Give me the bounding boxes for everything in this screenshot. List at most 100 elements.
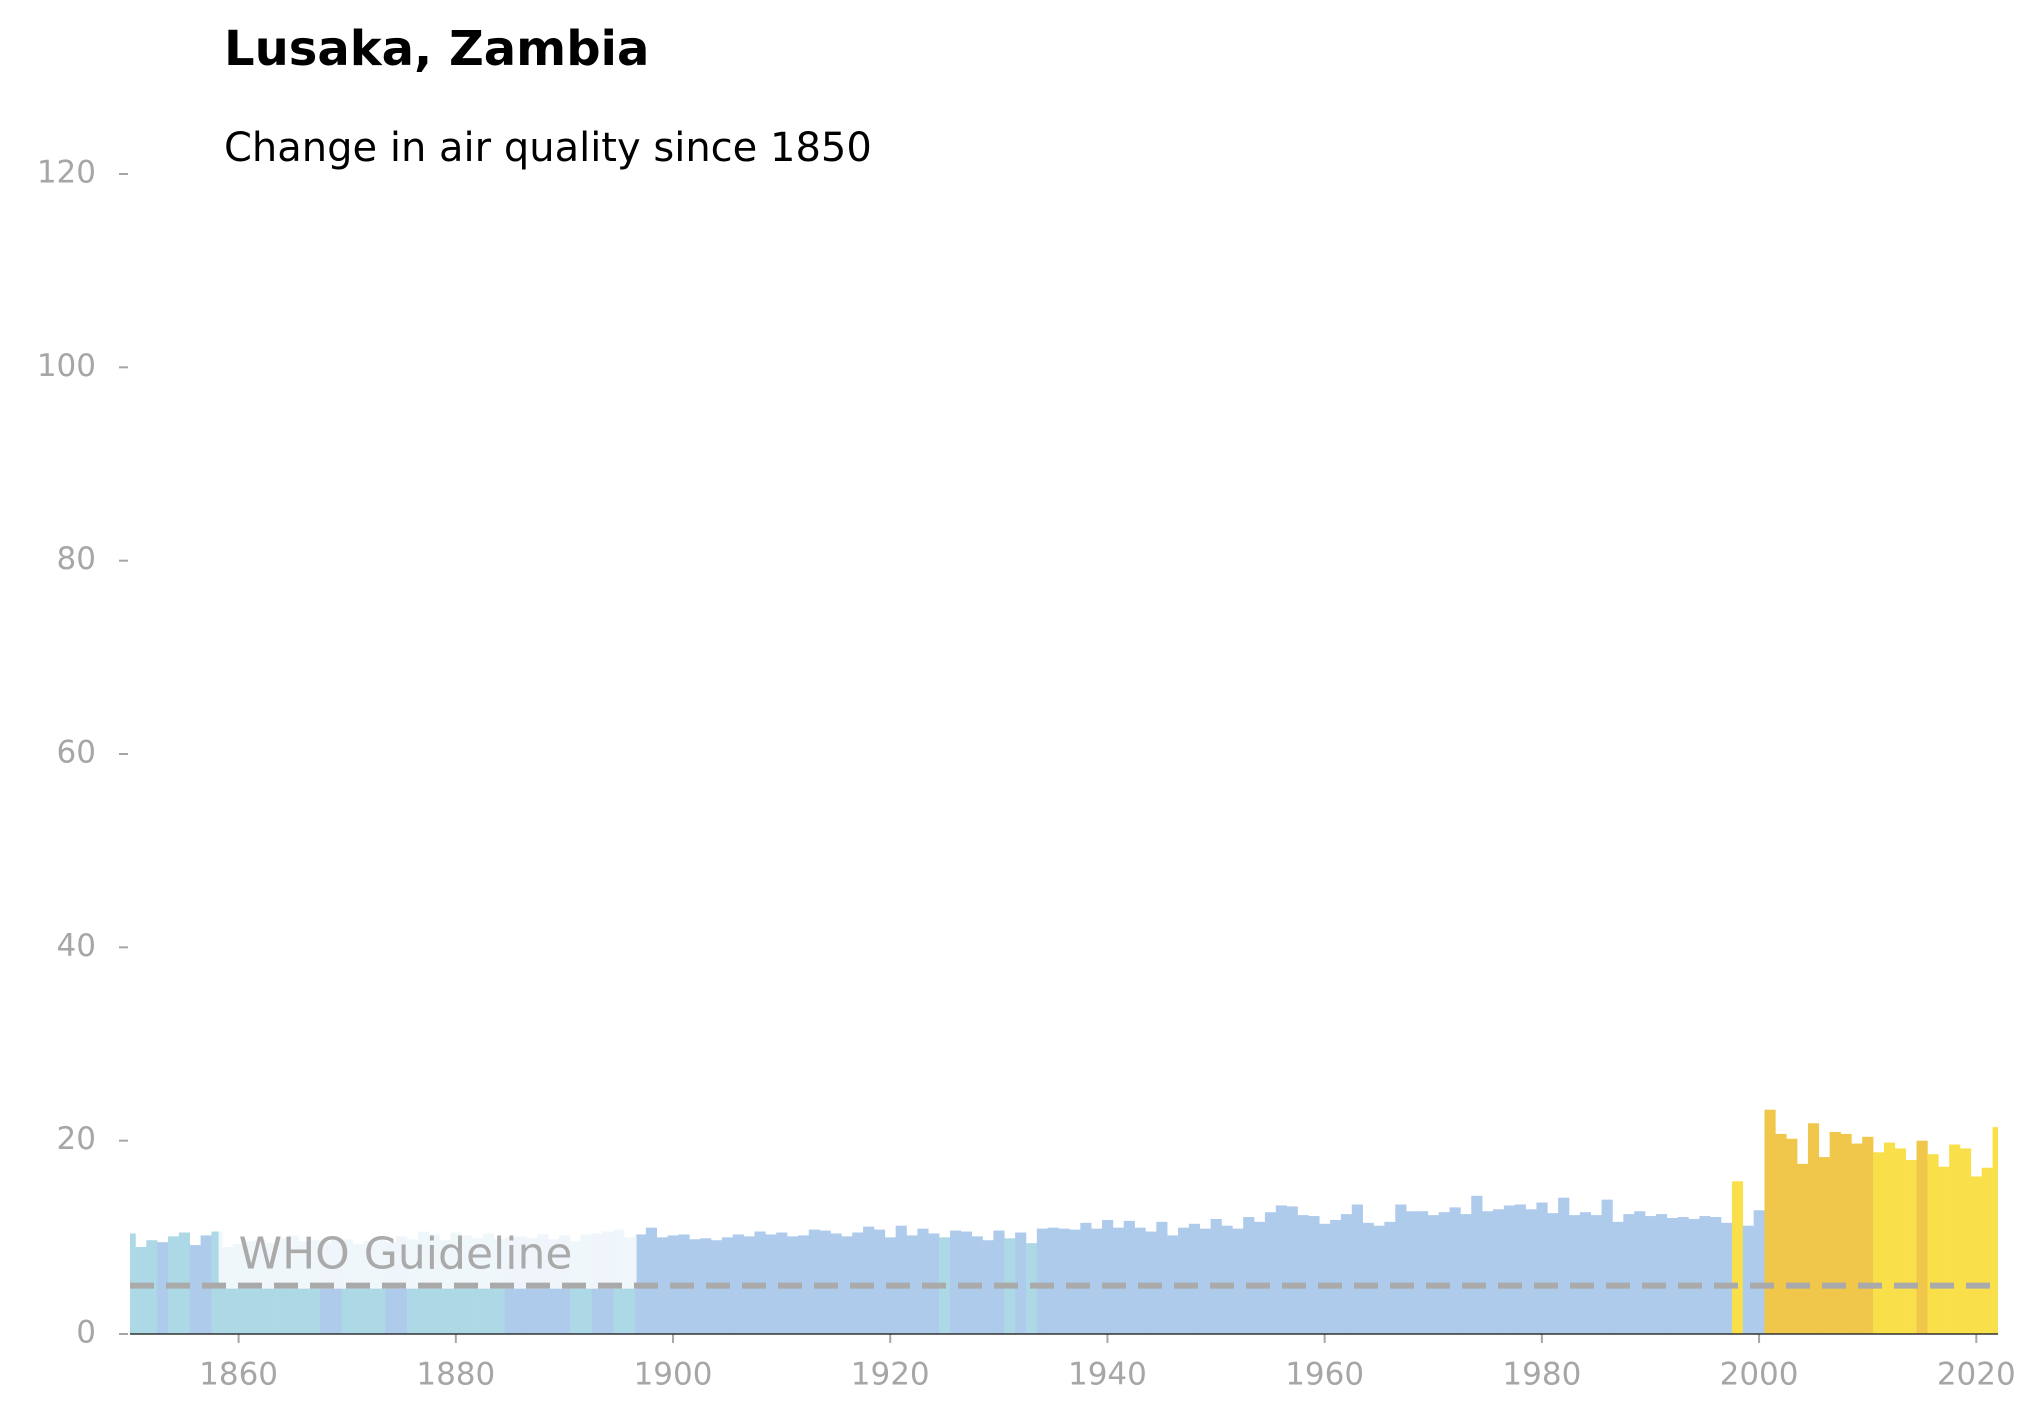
bar [1330,1219,1342,1334]
bar [1471,1195,1483,1334]
bar [1123,1220,1135,1334]
bar [1319,1223,1331,1334]
bar [1645,1216,1657,1334]
bar [1438,1212,1450,1334]
bar [1243,1217,1255,1334]
bar [1807,1123,1820,1334]
bar [1362,1222,1374,1334]
y-tick-label: 20 [57,1121,96,1157]
x-tick-label: 2020 [1937,1357,2016,1393]
x-tick-label: 1960 [1285,1357,1364,1393]
bar [873,1229,886,1334]
bar [1286,1206,1298,1334]
bar [949,1230,962,1334]
bar [1091,1228,1103,1334]
bar [1232,1228,1244,1334]
bar [895,1225,907,1334]
bar [1167,1235,1179,1334]
bar [222,1247,234,1334]
bar [1829,1131,1841,1334]
bar [1221,1225,1233,1334]
y-tick-label: 0 [76,1315,96,1351]
bar [1981,1167,1993,1334]
guideline-label-box [218,1224,637,1289]
bar [1308,1216,1320,1334]
bar [1927,1154,1939,1334]
bar [645,1227,658,1334]
bar [1710,1217,1722,1334]
bar [1851,1143,1863,1334]
bar [1569,1215,1581,1334]
bar [1558,1197,1570,1334]
bar [1731,1181,1744,1334]
bar [1547,1213,1559,1334]
bar [1275,1205,1287,1334]
bar [1721,1222,1733,1334]
y-tick-label: 120 [37,155,96,191]
bar [1601,1199,1613,1334]
bar [1406,1211,1418,1334]
bar [1351,1204,1363,1334]
x-tick-label: 1940 [1068,1357,1147,1393]
bar [1514,1204,1526,1334]
bar [1916,1140,1928,1334]
bar [1970,1176,1983,1334]
bar [1797,1163,1809,1334]
bar [1775,1133,1787,1334]
bar [1840,1133,1852,1334]
bar [1862,1136,1874,1334]
bar [1384,1221,1396,1334]
bar [1134,1227,1146,1334]
bar [1992,1127,1998,1334]
y-tick-label: 40 [57,928,96,964]
bar [1894,1148,1906,1334]
bar [1503,1205,1516,1334]
bar [1210,1218,1222,1334]
x-tick-label: 2000 [1720,1357,1799,1393]
bar [1058,1228,1070,1334]
bar [1525,1209,1537,1334]
bar [1015,1232,1027,1334]
y-tick-label: 100 [37,348,96,384]
bar [1699,1216,1711,1334]
chart-title: Lusaka, Zambia [224,21,649,77]
bar [1764,1109,1776,1334]
bar [1178,1227,1190,1334]
bar [1655,1214,1668,1334]
bar [1579,1212,1592,1334]
bar [1688,1218,1700,1334]
bar [135,1247,147,1334]
bar [732,1234,744,1334]
bar [1938,1166,1950,1334]
bar [1612,1221,1624,1334]
bar [1188,1223,1201,1334]
bar [1482,1211,1494,1334]
bar [1742,1225,1754,1334]
bar [1254,1221,1266,1334]
bar [1297,1215,1309,1334]
bar [1786,1138,1798,1334]
bar [157,1242,169,1334]
x-tick-label: 1860 [199,1357,278,1393]
bar [765,1234,777,1334]
bar [189,1245,201,1334]
bar [1395,1204,1407,1334]
x-tick-label: 1900 [634,1357,713,1393]
bar [1818,1157,1830,1334]
bar [1264,1212,1277,1334]
bar [1036,1228,1049,1334]
bar [863,1226,875,1334]
bars [130,1109,1998,1334]
bar [808,1229,820,1334]
bar [1080,1222,1092,1334]
guideline-label: WHO Guideline [239,1229,573,1280]
bar [1753,1210,1765,1334]
bar [233,1244,245,1334]
bar [1873,1152,1885,1334]
bar [993,1230,1005,1334]
bar [1949,1144,1961,1334]
x-tick-label: 1920 [851,1357,930,1393]
bar [982,1240,994,1334]
bar [841,1236,853,1334]
